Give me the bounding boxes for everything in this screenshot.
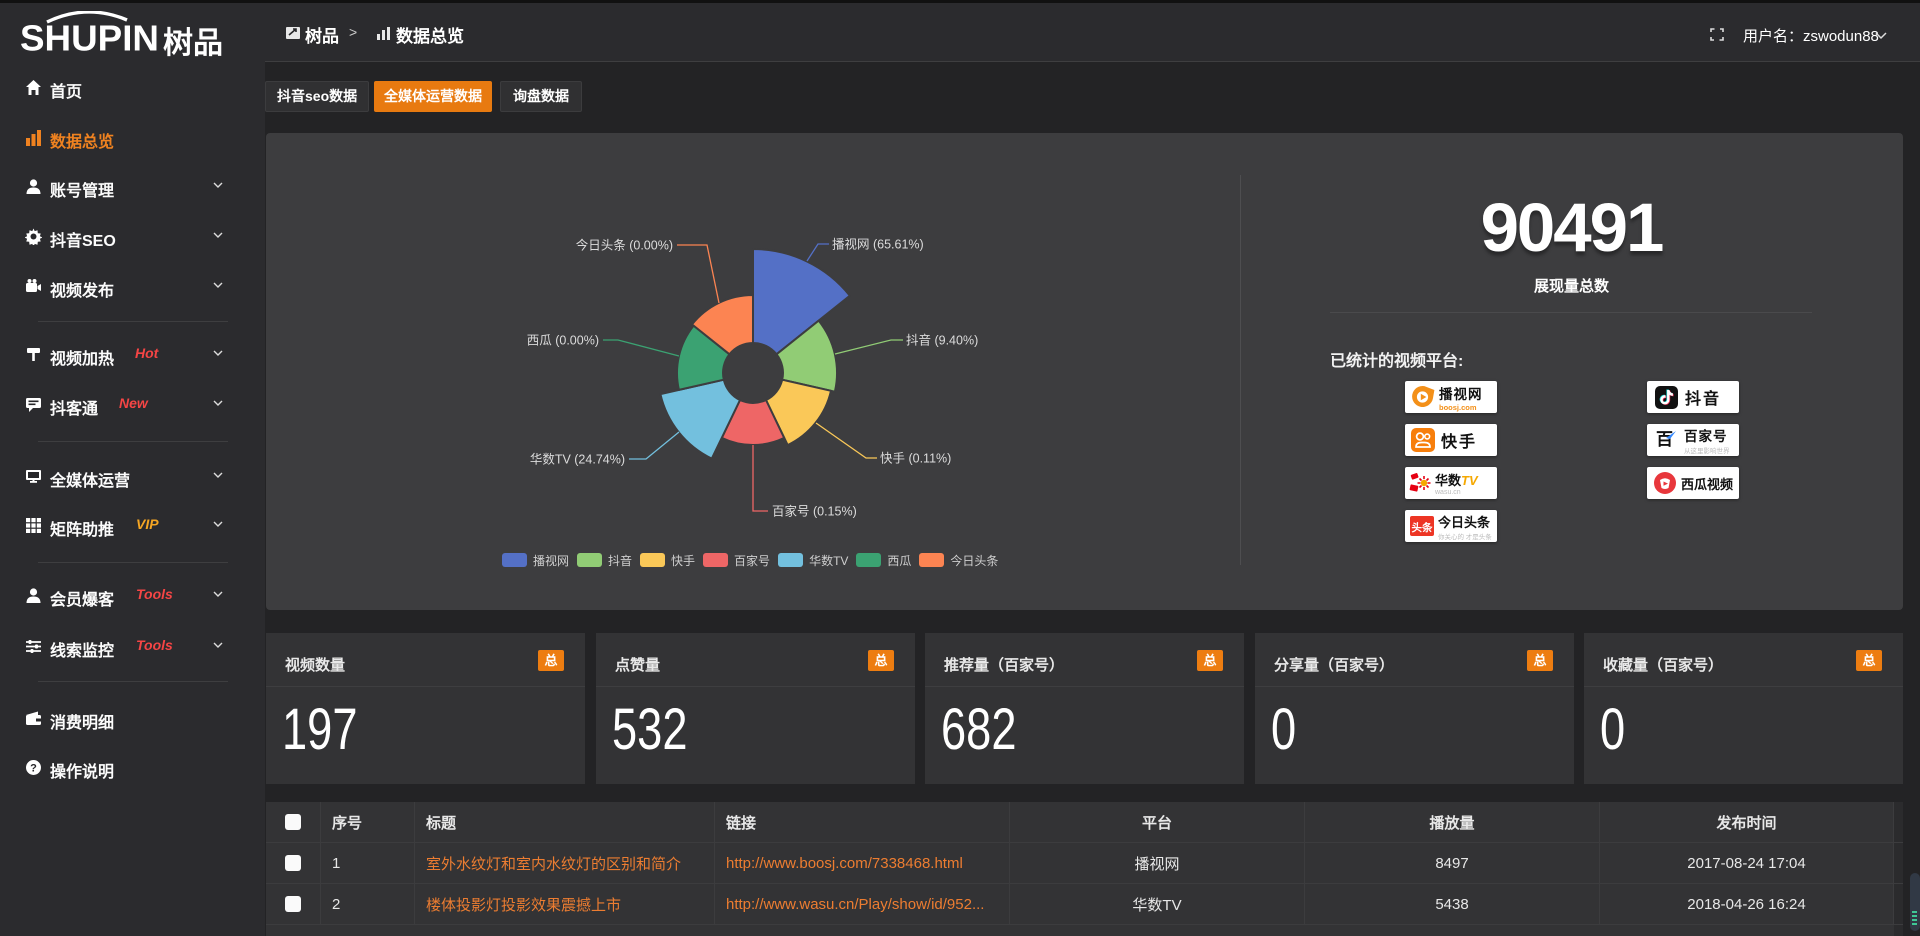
svg-text:?: ? xyxy=(30,762,37,774)
svg-text:头条: 头条 xyxy=(1412,521,1434,534)
svg-text:今日头条 (0.00%): 今日头条 (0.00%) xyxy=(576,238,673,253)
svg-text:百家号 (0.15%): 百家号 (0.15%) xyxy=(772,504,857,519)
svg-text:快手 (0.11%): 快手 (0.11%) xyxy=(880,452,951,466)
svg-text:抖音 (9.40%): 抖音 (9.40%) xyxy=(906,333,978,348)
svg-text:SHUPIN: SHUPIN xyxy=(20,18,159,59)
svg-text:树品: 树品 xyxy=(163,27,223,59)
svg-text:西瓜 (0.00%): 西瓜 (0.00%) xyxy=(527,334,599,348)
svg-text:华数TV (24.74%): 华数TV (24.74%) xyxy=(530,452,625,467)
svg-text:百: 百 xyxy=(1656,430,1673,449)
svg-text:播视网 (65.61%): 播视网 (65.61%) xyxy=(832,237,924,252)
